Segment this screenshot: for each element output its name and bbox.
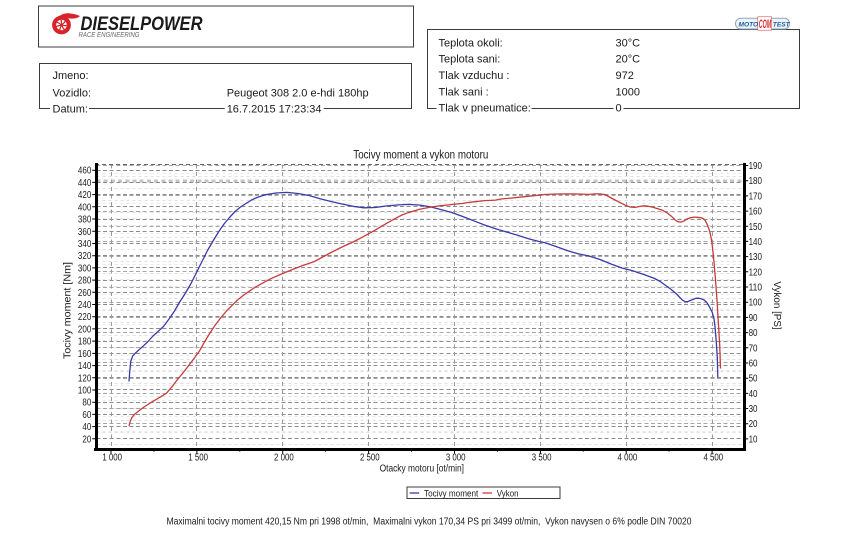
svg-text:Otacky motoru [ot/min]: Otacky motoru [ot/min] [380, 463, 465, 474]
svg-text:360: 360 [78, 227, 92, 238]
svg-text:300: 300 [78, 263, 92, 274]
svg-text:160: 160 [749, 207, 763, 218]
svg-text:DIESELPOWER: DIESELPOWER [81, 13, 203, 35]
svg-text:440: 440 [78, 178, 92, 189]
svg-text:MOTO: MOTO [739, 21, 760, 28]
svg-text:2 000: 2 000 [274, 453, 294, 464]
svg-text:4 000: 4 000 [618, 453, 638, 464]
svg-text:200: 200 [78, 324, 92, 335]
svg-text:Tocivy moment a vykon motoru: Tocivy moment a vykon motoru [353, 147, 488, 161]
svg-text:Tlak vzduchu :: Tlak vzduchu : [439, 70, 510, 82]
svg-text:20: 20 [82, 434, 91, 445]
svg-text:140: 140 [78, 361, 92, 372]
svg-text:4 500: 4 500 [703, 453, 723, 464]
svg-text:240: 240 [78, 300, 92, 311]
svg-text:280: 280 [78, 276, 92, 287]
svg-text:Teplota okoli:: Teplota okoli: [439, 37, 503, 49]
svg-text:150: 150 [749, 222, 763, 233]
svg-text:16.7.2015 17:23:34: 16.7.2015 17:23:34 [227, 103, 322, 115]
svg-text:120: 120 [78, 373, 92, 384]
svg-text:30: 30 [749, 404, 758, 415]
svg-text:COM: COM [759, 17, 772, 31]
svg-text:180: 180 [749, 176, 763, 187]
svg-text:80: 80 [82, 398, 91, 409]
svg-text:190: 190 [749, 161, 763, 172]
svg-text:400: 400 [78, 202, 92, 213]
svg-text:0: 0 [616, 103, 622, 115]
svg-text:Vykon [PS]: Vykon [PS] [771, 281, 783, 329]
svg-text:10: 10 [749, 434, 758, 445]
svg-text:320: 320 [78, 251, 92, 262]
svg-text:1 000: 1 000 [102, 453, 122, 464]
svg-text:30°C: 30°C [616, 37, 641, 49]
svg-text:380: 380 [78, 215, 92, 226]
svg-text:1 500: 1 500 [188, 453, 208, 464]
svg-text:90: 90 [749, 313, 758, 324]
svg-text:Jmeno:: Jmeno: [53, 70, 89, 82]
svg-text:460: 460 [78, 166, 92, 177]
svg-text:3 500: 3 500 [532, 453, 552, 464]
svg-text:260: 260 [78, 288, 92, 299]
svg-text:Vozidlo:: Vozidlo: [53, 87, 92, 99]
svg-text:Vykon: Vykon [497, 487, 519, 498]
svg-text:Teplota sani:: Teplota sani: [439, 54, 501, 66]
svg-text:140: 140 [749, 237, 763, 248]
svg-text:3 000: 3 000 [446, 453, 466, 464]
svg-text:Maximalni tocivy moment 420,15: Maximalni tocivy moment 420,15 Nm pri 19… [167, 516, 692, 527]
svg-text:60: 60 [749, 359, 758, 370]
svg-text:60: 60 [82, 410, 91, 421]
svg-text:340: 340 [78, 239, 92, 250]
svg-text:Tlak sani :: Tlak sani : [439, 86, 489, 98]
svg-text:180: 180 [78, 337, 92, 348]
svg-text:110: 110 [749, 283, 763, 294]
svg-text:130: 130 [749, 252, 763, 263]
svg-text:RACE ENGINEERING: RACE ENGINEERING [79, 32, 140, 39]
svg-text:120: 120 [749, 267, 763, 278]
svg-text:100: 100 [749, 298, 763, 309]
svg-text:Tlak v pneumatice:: Tlak v pneumatice: [439, 103, 531, 115]
svg-text:100: 100 [78, 386, 92, 397]
svg-text:Peugeot 308 2.0 e-hdi 180hp: Peugeot 308 2.0 e-hdi 180hp [227, 87, 369, 99]
svg-text:170: 170 [749, 191, 763, 202]
svg-text:220: 220 [78, 312, 92, 323]
svg-text:TEST: TEST [773, 21, 791, 28]
svg-text:50: 50 [749, 374, 758, 385]
svg-text:1000: 1000 [616, 86, 640, 98]
svg-text:40: 40 [749, 389, 758, 400]
svg-text:160: 160 [78, 349, 92, 360]
svg-text:80: 80 [749, 328, 758, 339]
svg-text:Tocivy moment [Nm]: Tocivy moment [Nm] [63, 262, 74, 359]
svg-text:420: 420 [78, 190, 92, 201]
svg-text:20: 20 [749, 419, 758, 430]
svg-text:972: 972 [616, 70, 634, 82]
svg-text:2 500: 2 500 [360, 453, 380, 464]
svg-text:20°C: 20°C [616, 54, 641, 66]
svg-text:70: 70 [749, 343, 758, 354]
svg-text:Tocivy moment: Tocivy moment [424, 487, 479, 498]
svg-text:40: 40 [82, 422, 91, 433]
svg-text:Datum:: Datum: [53, 103, 88, 115]
